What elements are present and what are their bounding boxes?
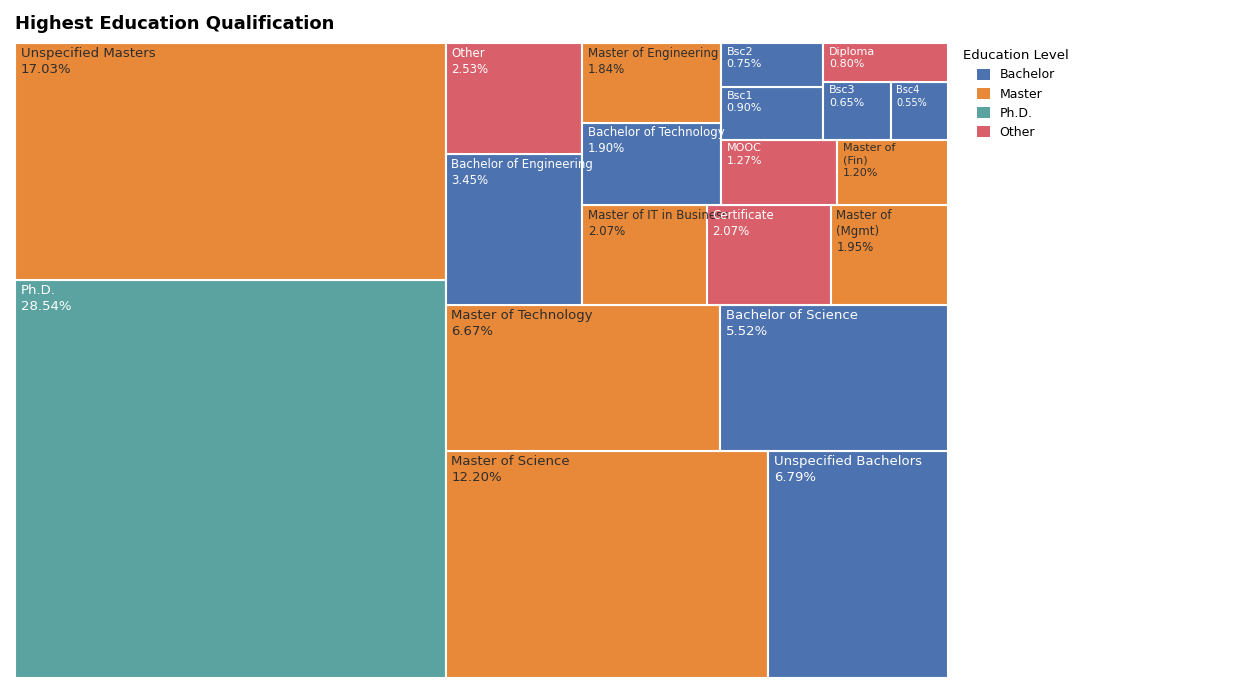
Text: Diploma
0.80%: Diploma 0.80%: [829, 46, 875, 69]
Text: Bsc3
0.65%: Bsc3 0.65%: [829, 85, 865, 108]
Bar: [720, 305, 948, 451]
Text: MOOC
1.27%: MOOC 1.27%: [726, 143, 762, 166]
Bar: [582, 123, 721, 205]
Bar: [446, 305, 720, 451]
Text: Ph.D.
28.54%: Ph.D. 28.54%: [21, 284, 71, 313]
Text: Certificate
2.07%: Certificate 2.07%: [712, 209, 774, 238]
Text: Bachelor of Science
5.52%: Bachelor of Science 5.52%: [726, 309, 857, 338]
Text: Master of
(Fin)
1.20%: Master of (Fin) 1.20%: [843, 143, 896, 178]
Bar: [824, 43, 948, 82]
Text: Master of IT in Business
2.07%: Master of IT in Business 2.07%: [589, 209, 729, 238]
Text: Highest Education Qualification: Highest Education Qualification: [15, 15, 335, 33]
Text: Master of Technology
6.67%: Master of Technology 6.67%: [451, 309, 592, 338]
Bar: [446, 154, 582, 305]
Bar: [824, 82, 891, 139]
Bar: [891, 82, 948, 139]
Text: Bsc4
0.55%: Bsc4 0.55%: [896, 85, 927, 108]
Text: Bachelor of Engineering
3.45%: Bachelor of Engineering 3.45%: [451, 157, 593, 186]
Text: Bsc2
0.75%: Bsc2 0.75%: [726, 46, 762, 69]
Bar: [721, 139, 838, 205]
Text: Master of Engineering
1.84%: Master of Engineering 1.84%: [589, 46, 719, 76]
Bar: [582, 205, 706, 305]
Text: Unspecified Bachelors
6.79%: Unspecified Bachelors 6.79%: [773, 455, 922, 484]
Bar: [768, 451, 948, 678]
Text: Master of
(Mgmt)
1.95%: Master of (Mgmt) 1.95%: [836, 209, 892, 254]
Legend: Bachelor, Master, Ph.D., Other: Bachelor, Master, Ph.D., Other: [963, 49, 1069, 139]
Bar: [721, 43, 824, 87]
Text: Unspecified Masters
17.03%: Unspecified Masters 17.03%: [21, 46, 155, 76]
Text: Master of Science
12.20%: Master of Science 12.20%: [451, 455, 570, 484]
Bar: [582, 43, 721, 123]
Bar: [446, 451, 768, 678]
Text: Bsc1
0.90%: Bsc1 0.90%: [726, 91, 762, 113]
Bar: [446, 43, 582, 154]
Bar: [721, 87, 824, 139]
Bar: [706, 205, 830, 305]
Bar: [838, 139, 948, 205]
Bar: [15, 43, 446, 280]
Bar: [15, 280, 446, 678]
Bar: [830, 205, 948, 305]
Text: Bachelor of Technology
1.90%: Bachelor of Technology 1.90%: [589, 126, 725, 155]
Text: Other
2.53%: Other 2.53%: [451, 46, 488, 76]
